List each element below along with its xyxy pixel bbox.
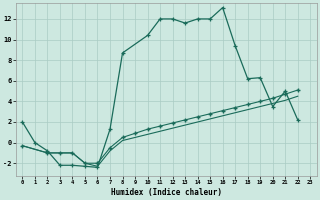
X-axis label: Humidex (Indice chaleur): Humidex (Indice chaleur) <box>111 188 222 197</box>
